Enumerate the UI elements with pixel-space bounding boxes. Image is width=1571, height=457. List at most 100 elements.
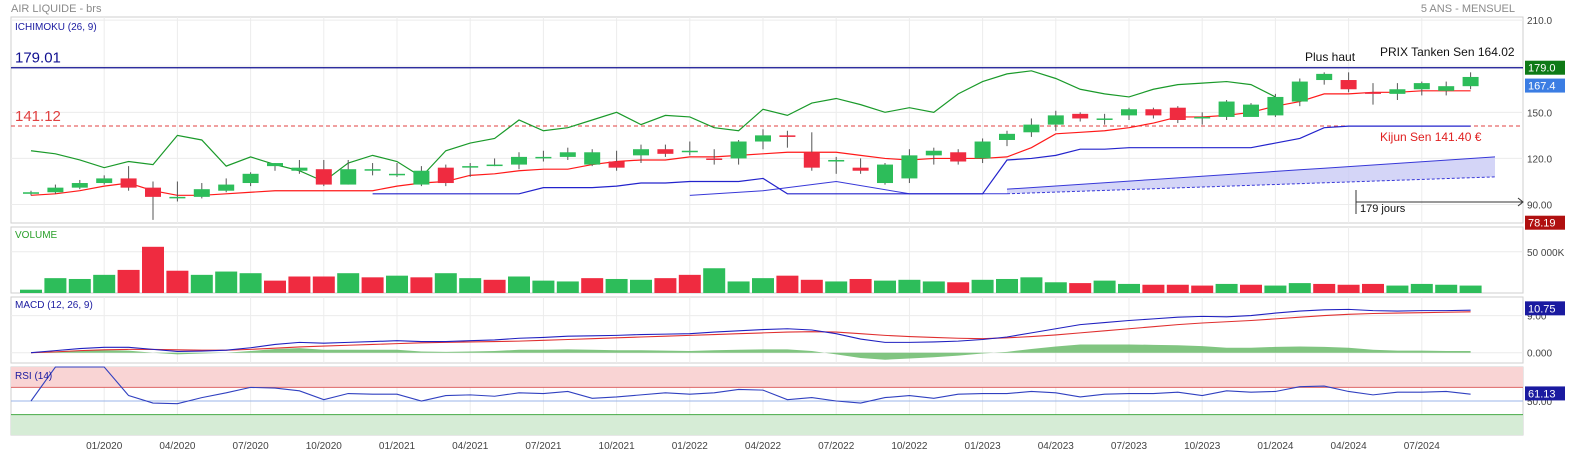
candle-body xyxy=(1194,116,1211,119)
y-tick-label: 150.0 xyxy=(1527,108,1552,119)
volume-bar xyxy=(849,278,872,293)
kijun-value-label: 141.12 xyxy=(15,108,61,125)
volume-bar xyxy=(581,278,604,293)
value-badge-label: 167.4 xyxy=(1528,81,1556,93)
x-tick-label: 07/2023 xyxy=(1111,441,1148,452)
volume-bar xyxy=(971,279,994,293)
volume-bar xyxy=(44,278,67,293)
volume-bar xyxy=(630,279,652,293)
rsi-oversold-zone xyxy=(11,414,1523,435)
x-tick-label: 10/2020 xyxy=(306,441,343,452)
macd-histogram xyxy=(31,344,1471,360)
x-tick-label: 01/2020 xyxy=(86,441,123,452)
y-tick-label: 90.00 xyxy=(1527,201,1552,212)
candle-body xyxy=(389,173,405,176)
volume-bar xyxy=(459,278,482,293)
candle-body xyxy=(169,196,186,199)
x-tick-label: 04/2024 xyxy=(1331,441,1368,452)
candle-body xyxy=(1072,113,1089,119)
x-tick-label: 01/2021 xyxy=(379,441,416,452)
candle-body xyxy=(462,166,479,168)
volume-bar xyxy=(996,278,1018,293)
volume-bar xyxy=(239,273,262,293)
volume-bar xyxy=(1386,285,1409,293)
volume-bar xyxy=(483,279,506,293)
volume-bar xyxy=(190,274,213,293)
volume-bar xyxy=(117,269,140,293)
candle-body xyxy=(706,158,723,160)
volume-bar xyxy=(776,275,799,293)
candle-body xyxy=(925,150,942,156)
value-badge-label: 179.0 xyxy=(1528,63,1556,75)
candle-body xyxy=(1047,115,1064,125)
candle-body xyxy=(218,184,235,191)
candle-body xyxy=(681,150,698,153)
tenkan-label: PRIX Tanken Sen 164.02 xyxy=(1380,45,1515,59)
x-tick-label: 04/2020 xyxy=(159,441,196,452)
candle-body xyxy=(315,169,332,185)
chart-title: AIR LIQUIDE - brs xyxy=(11,3,102,15)
candle-body xyxy=(437,167,454,184)
volume-bar xyxy=(1362,283,1384,293)
volume-bar xyxy=(605,278,628,293)
x-tick-label: 07/2022 xyxy=(818,441,855,452)
volume-bar xyxy=(1435,284,1458,293)
candle-body xyxy=(413,170,430,185)
value-badge xyxy=(1525,215,1565,230)
candle-body xyxy=(1243,104,1259,117)
volume-bar xyxy=(1337,284,1360,293)
candle-body xyxy=(267,163,283,167)
volume-bar xyxy=(20,289,42,293)
candle-body xyxy=(633,149,649,156)
y-tick-label: 9.00 xyxy=(1527,312,1547,323)
candle-body xyxy=(511,156,527,165)
x-tick-label: 07/2020 xyxy=(233,441,270,452)
candle-body xyxy=(1121,109,1137,116)
candle-body xyxy=(999,133,1015,140)
chart-period: 5 ANS - MENSUEL xyxy=(1420,3,1515,15)
volume-bar xyxy=(93,274,116,293)
volume-bar xyxy=(1142,284,1165,293)
x-tick-label: 04/2022 xyxy=(745,441,782,452)
value-badge xyxy=(1525,78,1565,93)
rsi-badge-label: 61.13 xyxy=(1528,388,1556,400)
volume-bar xyxy=(68,278,91,293)
volume-bar xyxy=(654,278,677,293)
ichimoku-title: ICHIMOKU (26, 9) xyxy=(15,22,97,33)
y-tick-label: 210.0 xyxy=(1527,16,1552,27)
candle-body xyxy=(828,159,845,162)
x-tick-label: 10/2022 xyxy=(891,441,928,452)
volume-bar xyxy=(410,277,433,293)
volume-bar xyxy=(386,275,408,293)
volume-bar xyxy=(800,279,823,293)
candle-body xyxy=(71,183,88,188)
panel-ichi xyxy=(10,16,1524,224)
volume-bar xyxy=(508,276,530,293)
candle-body xyxy=(340,169,357,185)
x-tick-label: 07/2024 xyxy=(1404,441,1441,452)
volume-bar xyxy=(1020,277,1043,293)
x-tick-label: 10/2023 xyxy=(1184,441,1221,452)
x-tick-label: 01/2023 xyxy=(965,441,1002,452)
x-tick-label: 07/2021 xyxy=(525,441,562,452)
candle-body xyxy=(1365,92,1381,94)
volume-bar xyxy=(1264,285,1287,293)
y-tick-label: 0.000 xyxy=(1527,349,1552,360)
volume-bar xyxy=(1093,280,1116,293)
candle-body xyxy=(1438,86,1455,91)
value-badge xyxy=(1525,60,1565,75)
value-badge-label: 78.19 xyxy=(1528,218,1556,230)
rsi-title: RSI (14) xyxy=(15,371,52,382)
candle-body xyxy=(1218,101,1235,117)
volume-bar xyxy=(825,281,848,293)
macd-signal-line xyxy=(30,311,1471,354)
volume-bar xyxy=(288,276,311,293)
candle-body xyxy=(193,189,210,197)
candle-body xyxy=(1340,80,1357,90)
volume-bar xyxy=(1459,285,1482,293)
candle-body xyxy=(1267,96,1284,116)
kijun-sen xyxy=(372,125,1471,195)
volume-bar xyxy=(898,279,921,293)
volume-bar xyxy=(1044,282,1067,293)
volume-bar xyxy=(1288,283,1311,293)
